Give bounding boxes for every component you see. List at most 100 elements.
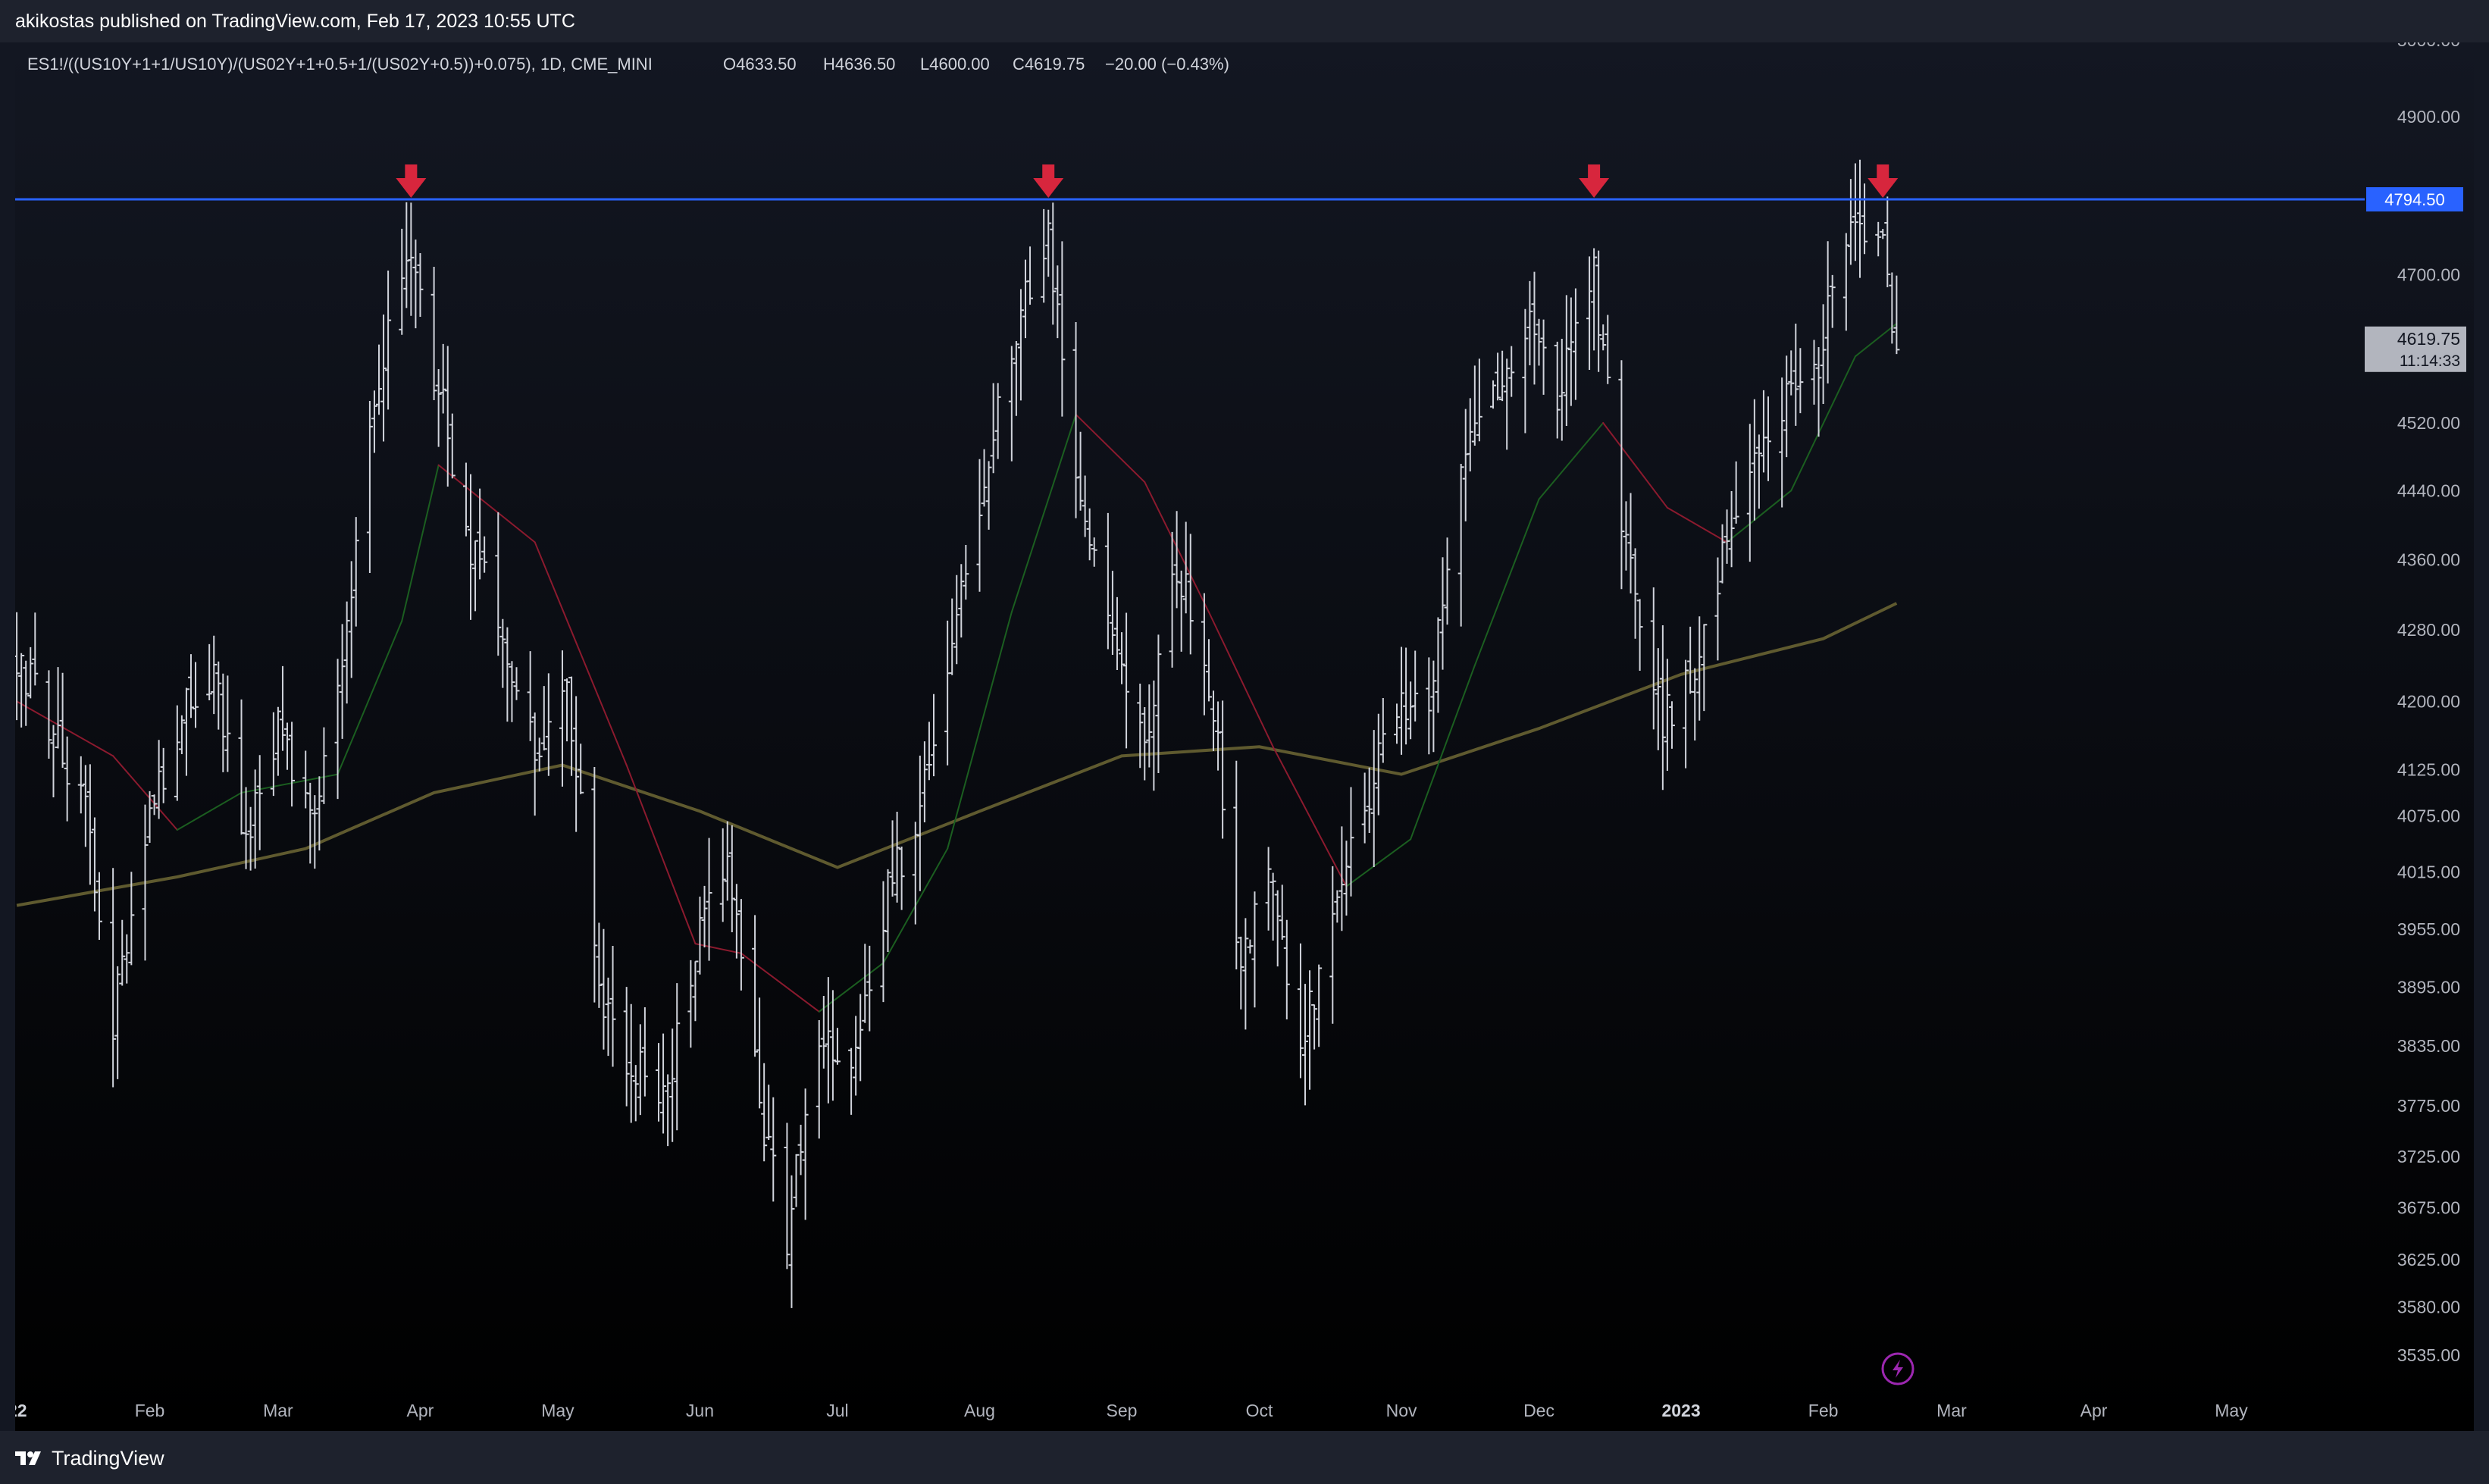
ohlc-bar	[142, 804, 149, 961]
ohlc-bar	[1499, 350, 1506, 402]
time-axis[interactable]: 2022 Feb Mar Apr May Jun Jul Aug Sep Oct Nov Dec 202…	[15, 1401, 2248, 1420]
ohlc-bar	[412, 240, 419, 329]
ohlc-bar	[894, 811, 900, 903]
ma-slow-line	[16, 602, 1898, 907]
down-arrow-icon	[1579, 164, 1610, 198]
ohlc-bar	[366, 401, 373, 574]
price-tick-label: 3580.00	[2397, 1297, 2460, 1317]
ohlc-bar	[513, 667, 520, 700]
ohlc-bar	[857, 994, 864, 1082]
price-tick-label: 4440.00	[2397, 481, 2460, 500]
ohlc-bar	[55, 667, 61, 749]
time-tick-label: Sep	[1107, 1401, 1138, 1420]
ohlc-bar	[1467, 398, 1473, 472]
ohlc-bar	[1842, 233, 1849, 331]
ohlc-bar	[1636, 599, 1643, 671]
ohlc-bar	[545, 673, 552, 776]
ohlc-bar	[788, 1175, 795, 1308]
ohlc-bar	[1370, 730, 1377, 867]
ohlc-bar	[994, 383, 1001, 459]
ohlc-bar	[1526, 280, 1533, 365]
ma-slow-layer	[16, 602, 1898, 907]
ohlc-bar	[1146, 684, 1153, 768]
price-tick-label: 4360.00	[2397, 549, 2460, 569]
last-price-tag	[2365, 326, 2466, 372]
price-chart[interactable]: 4794.50 5000.00 4900.00 4700.00 4520.00 4440…	[15, 42, 2474, 1431]
ohlc-bar	[178, 715, 185, 755]
ohlc-bar	[976, 459, 983, 592]
ohlc-bar	[151, 794, 158, 816]
ohlc-bar	[898, 847, 905, 910]
ohlc-bar	[1792, 323, 1799, 426]
ma-fast-segment	[818, 962, 884, 1013]
chart-area[interactable]: 4794.50 5000.00 4900.00 4700.00 4520.00 4440…	[15, 42, 2474, 1431]
ohlc-bar	[408, 202, 415, 316]
ohlc-bar	[1627, 493, 1634, 593]
ohlc-bar	[59, 672, 66, 769]
ohlc-bar	[1815, 347, 1822, 437]
lightning-icon[interactable]	[1881, 1352, 1914, 1385]
ohlc-bar	[1852, 163, 1858, 261]
ohlc-bar	[1504, 358, 1511, 450]
ohlc-bar	[1302, 984, 1309, 1106]
ohlc-bar	[1348, 787, 1354, 897]
ohlc-bar	[193, 662, 199, 728]
ohlc-bar	[440, 343, 446, 414]
ohlc-bar	[1495, 352, 1501, 401]
ohlc-bar	[916, 756, 923, 891]
ohlc-bar	[752, 915, 759, 1057]
ohlc-bar	[536, 737, 543, 772]
ohlc-bar	[880, 881, 887, 1003]
legend-high: H4636.50	[823, 55, 895, 74]
ohlc-bar	[559, 650, 565, 787]
ma-fast-segment	[1854, 322, 1898, 358]
ohlc-bar	[756, 997, 763, 1109]
price-tick-label: 4075.00	[2397, 806, 2460, 826]
ohlc-bar	[637, 1024, 643, 1116]
ohlc-bar	[1082, 475, 1088, 537]
ohlc-bar	[1270, 872, 1276, 941]
ohlc-bar	[1151, 680, 1157, 791]
ohlc-bar	[499, 618, 506, 688]
price-tick-label: 3835.00	[2397, 1036, 2460, 1056]
ohlc-bar	[632, 1065, 639, 1122]
ohlc-bar	[981, 449, 988, 507]
ohlc-bar	[1297, 943, 1304, 1079]
ohlc-bar	[256, 755, 263, 850]
ohlc-bar	[1201, 593, 1207, 715]
ohlc-bar	[82, 765, 89, 847]
ohlc-bar	[316, 776, 323, 851]
time-tick-label: Aug	[964, 1401, 995, 1420]
ohlc-bar	[1783, 355, 1790, 458]
resistance-layer[interactable]: 4794.50	[15, 187, 2463, 211]
time-tick-label: Feb	[135, 1401, 165, 1420]
ohlc-bar	[247, 806, 254, 871]
ohlc-bar	[183, 687, 189, 776]
ma-fast-segment	[112, 755, 178, 831]
ohlc-bar	[1650, 587, 1657, 730]
ohlc-bar	[472, 540, 479, 612]
ohlc-bar	[1490, 380, 1497, 409]
legend-change: −20.00 (−0.43%)	[1105, 55, 1229, 74]
ohlc-bar	[1412, 650, 1419, 722]
ohlc-bar	[692, 960, 699, 1022]
ohlc-bar	[1572, 288, 1579, 400]
ohlc-bar	[1733, 461, 1739, 524]
ohlc-bar	[187, 654, 194, 719]
ohlc-bar	[1765, 396, 1772, 481]
ohlc-bar	[1403, 647, 1410, 745]
ohlc-bar	[591, 766, 598, 1003]
price-axis[interactable]: 5000.00 4900.00 4700.00 4520.00 4440.00 4360.…	[2365, 42, 2474, 1401]
ohlc-bar	[18, 653, 25, 728]
ohlc-bar	[1178, 570, 1185, 652]
ohlc-bar	[1041, 208, 1047, 303]
ohlc-bar	[1847, 179, 1854, 265]
ohlc-bar	[724, 821, 731, 901]
ohlc-bar	[1554, 341, 1561, 439]
ohlc-bar	[527, 651, 534, 741]
tradingview-logo[interactable]: TradingView	[15, 1446, 164, 1470]
ohlc-bar	[220, 673, 227, 772]
time-tick-label: 2022	[15, 1401, 27, 1420]
last-price-label: 4619.75	[2397, 329, 2460, 349]
ohlc-bar	[155, 740, 162, 819]
